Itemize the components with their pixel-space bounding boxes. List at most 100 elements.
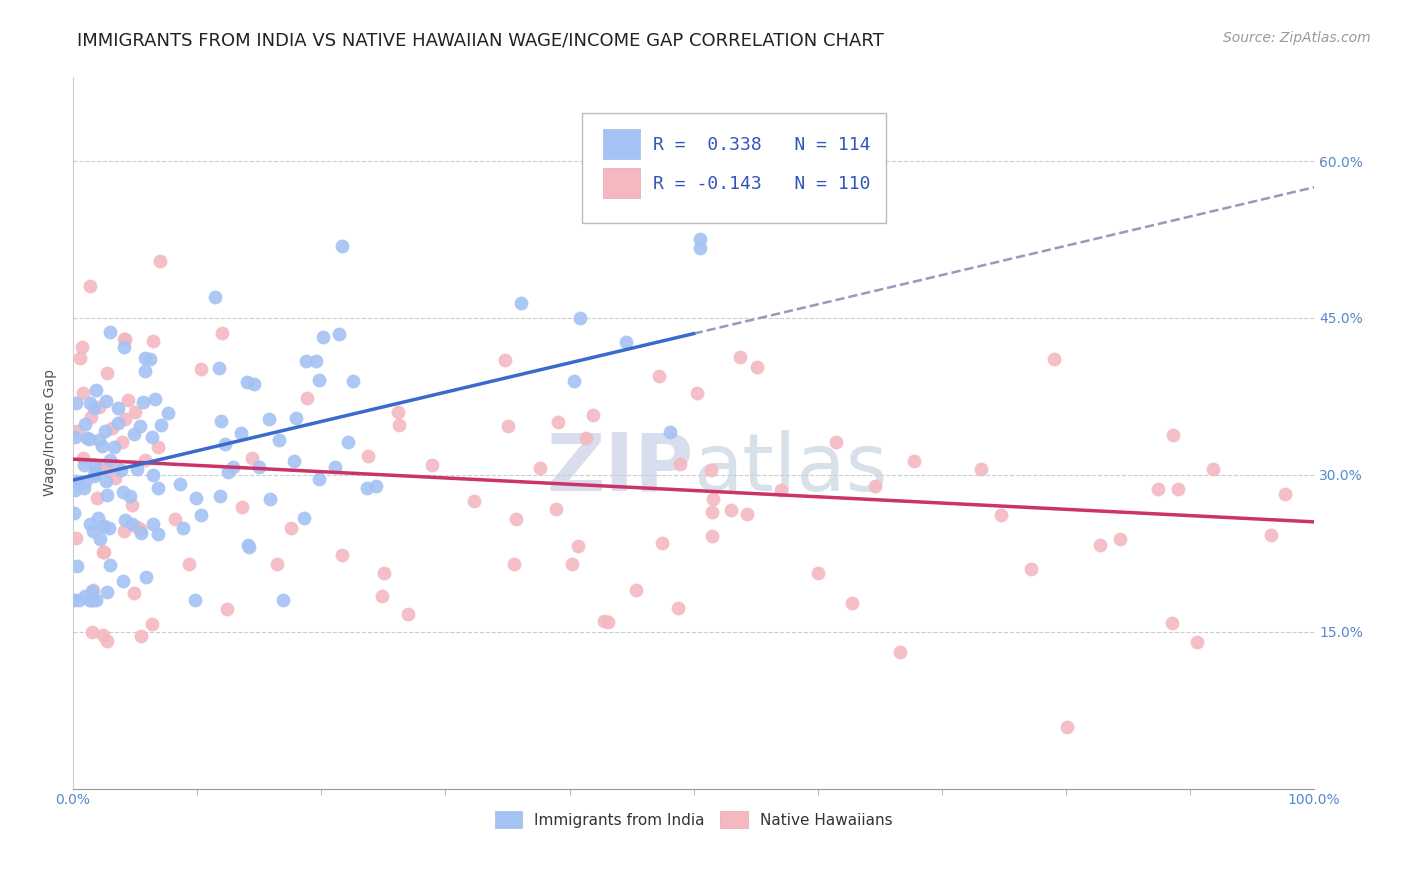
Point — [93, 545, 115, 559]
Point — [146, 527, 169, 541]
Point — [66, 424, 89, 438]
Point — [82, 583, 104, 598]
Point — [257, 412, 280, 426]
Point — [111, 574, 134, 588]
Point — [592, 614, 614, 628]
Point — [990, 508, 1012, 522]
Point — [83, 469, 105, 483]
Point — [150, 417, 173, 432]
Point — [72, 450, 94, 465]
Point — [824, 434, 846, 449]
Point — [564, 374, 586, 388]
Point — [544, 501, 567, 516]
Point — [209, 489, 232, 503]
Point — [103, 440, 125, 454]
Point — [98, 521, 121, 535]
Point — [76, 431, 98, 445]
Point — [217, 602, 239, 616]
Point — [98, 453, 121, 467]
Point — [87, 511, 110, 525]
Point — [217, 465, 239, 479]
Point — [330, 238, 353, 252]
Point — [231, 425, 253, 440]
Point — [96, 633, 118, 648]
Point — [1088, 538, 1111, 552]
Text: Source: ZipAtlas.com: Source: ZipAtlas.com — [1223, 31, 1371, 45]
Point — [903, 454, 925, 468]
Point — [121, 498, 143, 512]
Point — [387, 405, 409, 419]
Point — [125, 462, 148, 476]
Point — [134, 364, 156, 378]
Point — [107, 401, 129, 415]
Point — [146, 481, 169, 495]
Point — [247, 460, 270, 475]
Point — [1056, 721, 1078, 735]
Point — [65, 396, 87, 410]
Point — [129, 526, 152, 541]
Point — [84, 383, 107, 397]
Point — [83, 458, 105, 473]
Point — [129, 629, 152, 643]
Point — [569, 310, 592, 325]
Point — [308, 373, 330, 387]
Point — [547, 415, 569, 429]
Point — [86, 491, 108, 505]
Point — [700, 529, 723, 543]
Point — [114, 332, 136, 346]
Point — [342, 374, 364, 388]
Point — [295, 391, 318, 405]
Point — [90, 439, 112, 453]
Point — [769, 483, 792, 497]
Point — [567, 539, 589, 553]
Point — [134, 453, 156, 467]
Point — [689, 232, 711, 246]
Point — [323, 460, 346, 475]
Point — [82, 524, 104, 538]
Point — [1274, 486, 1296, 500]
Point — [128, 522, 150, 536]
Point — [73, 475, 96, 489]
Point — [211, 326, 233, 340]
Point — [614, 334, 637, 349]
Point — [156, 406, 179, 420]
Point — [561, 558, 583, 572]
Point — [96, 488, 118, 502]
Point — [104, 470, 127, 484]
Point — [122, 586, 145, 600]
Point — [96, 462, 118, 476]
Point — [388, 417, 411, 432]
Point — [63, 593, 86, 607]
Point — [98, 325, 121, 339]
Text: ZIP: ZIP — [547, 430, 693, 508]
Point — [96, 458, 118, 472]
Point — [364, 479, 387, 493]
Point — [686, 385, 709, 400]
Point — [73, 481, 96, 495]
Point — [231, 500, 253, 515]
Point — [79, 593, 101, 607]
Point — [889, 644, 911, 658]
Point — [396, 607, 419, 621]
Point — [82, 583, 104, 598]
Point — [666, 601, 689, 615]
Point — [745, 360, 768, 375]
Point — [1185, 635, 1208, 649]
Point — [72, 340, 94, 354]
Point — [865, 479, 887, 493]
Point — [79, 396, 101, 410]
Point — [1160, 616, 1182, 631]
Point — [730, 351, 752, 365]
Point — [101, 421, 124, 435]
Text: IMMIGRANTS FROM INDIA VS NATIVE HAWAIIAN WAGE/INCOME GAP CORRELATION CHART: IMMIGRANTS FROM INDIA VS NATIVE HAWAIIAN… — [77, 31, 884, 49]
Point — [1108, 533, 1130, 547]
Point — [141, 430, 163, 444]
Point — [283, 454, 305, 468]
Point — [112, 332, 135, 346]
Point — [66, 559, 89, 574]
Point — [689, 241, 711, 255]
Point — [149, 253, 172, 268]
Point — [179, 557, 201, 571]
Point — [305, 354, 328, 368]
Point — [135, 570, 157, 584]
